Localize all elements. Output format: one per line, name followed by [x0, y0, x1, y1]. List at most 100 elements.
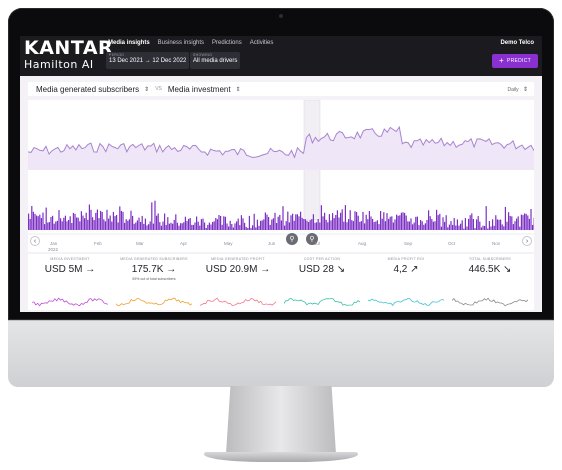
- metric-b-dropdown[interactable]: Media investment ⇕: [168, 85, 241, 94]
- scroll-left-button[interactable]: ‹: [30, 236, 40, 246]
- zoom-out-button[interactable]: ⚲: [286, 233, 298, 245]
- investment-bar: [61, 221, 63, 230]
- predict-button[interactable]: + PREDICT: [492, 54, 538, 68]
- sparkline-path: [200, 297, 276, 307]
- investment-bar: [392, 222, 394, 230]
- investment-bar: [428, 210, 430, 230]
- investment-bar: [300, 211, 302, 230]
- investment-bar: [316, 222, 318, 230]
- investment-bar: [394, 219, 396, 230]
- investment-bar: [253, 213, 255, 230]
- nav-activities[interactable]: Activities: [249, 40, 274, 46]
- investment-bar: [445, 215, 447, 230]
- investment-bar: [439, 213, 441, 230]
- investment-bar: [223, 216, 225, 230]
- investment-bar: [164, 213, 166, 230]
- investment-bar: [311, 219, 313, 230]
- investment-bar: [34, 213, 36, 230]
- investment-bar: [138, 217, 140, 230]
- kpi-media-investment[interactable]: MEDIA INVESTMENT USD 5M →: [28, 254, 112, 310]
- investment-bar: [527, 215, 529, 230]
- investment-bar: [28, 213, 30, 230]
- investment-bar: [325, 219, 327, 230]
- period-selector[interactable]: PERIOD 13 Dec 2021 → 12 Dec 2022: [106, 52, 190, 69]
- investment-bar: [484, 226, 486, 230]
- investment-bar: [272, 218, 274, 230]
- investment-bar: [205, 228, 207, 230]
- investment-bar: [90, 209, 92, 230]
- investment-bar: [224, 216, 226, 230]
- investment-bar: [269, 224, 271, 230]
- showing-selector[interactable]: SHOWING All media drivers: [190, 52, 241, 69]
- month-jul: Jul: [314, 241, 320, 246]
- zoom-in-button[interactable]: ⚲: [306, 233, 318, 245]
- kpi-cost-per-action[interactable]: COST PER ACTION USD 28 ↘: [280, 254, 364, 310]
- granularity-dropdown[interactable]: Daily ⇕: [507, 86, 528, 93]
- kpi-sparkline: [200, 297, 276, 307]
- investment-bar: [514, 221, 516, 230]
- investment-bar: [509, 216, 511, 230]
- investment-bar: [64, 215, 66, 230]
- investment-bar: [80, 211, 82, 230]
- user-name[interactable]: Demo Telco: [500, 40, 534, 46]
- investment-bar: [252, 225, 254, 230]
- kpi-media-generated-profit[interactable]: MEDIA GENERATED PROFIT USD 20.9M →: [196, 254, 280, 310]
- investment-bar: [327, 222, 329, 230]
- investment-bar: [328, 214, 330, 230]
- investment-bar: [290, 215, 292, 230]
- subscribers-line-area: [28, 127, 534, 170]
- nav-business-insights[interactable]: Business insights: [157, 40, 205, 46]
- investment-bar: [264, 212, 266, 230]
- investment-bar: [149, 221, 151, 230]
- chart-canvas: [28, 100, 534, 235]
- investment-bar: [511, 216, 513, 230]
- investment-bar: [301, 217, 303, 230]
- investment-bar: [173, 220, 175, 230]
- scroll-right-button[interactable]: ›: [522, 236, 532, 246]
- investment-bar: [495, 215, 497, 230]
- investment-bar: [362, 211, 364, 230]
- monitor-stand-base: [204, 452, 358, 462]
- investment-bar: [255, 227, 257, 230]
- investment-bar: [452, 224, 454, 230]
- investment-bar: [124, 222, 126, 230]
- investment-bar: [287, 211, 289, 230]
- timeseries-chart[interactable]: ‹ › ⚲ ⚲ Jan 2022 Feb Mar Apr May Jun Jul…: [28, 100, 534, 252]
- investment-bar: [436, 209, 438, 230]
- investment-bar: [351, 220, 353, 230]
- investment-bar: [456, 219, 458, 230]
- investment-bar: [306, 220, 308, 230]
- investment-bar: [520, 214, 522, 230]
- investment-bar: [39, 214, 41, 230]
- investment-bar: [199, 225, 201, 230]
- nav-predictions[interactable]: Predictions: [212, 40, 242, 46]
- investment-bar: [68, 220, 70, 230]
- investment-bar: [343, 221, 345, 230]
- investment-bar: [506, 221, 508, 230]
- investment-bar: [29, 218, 31, 230]
- investment-bar: [528, 218, 530, 230]
- investment-bar: [320, 205, 322, 230]
- investment-bar: [104, 221, 106, 230]
- kpi-media-generated-subscribers[interactable]: MEDIA GENERATED SUBSCRIBERS 175.7K → 59%…: [112, 254, 196, 310]
- investment-bar: [322, 216, 324, 230]
- investment-bar: [295, 214, 297, 230]
- kpi-media-profit-roi[interactable]: MEDIA PROFIT ROI 4,2 ↗: [364, 254, 448, 310]
- investment-bar: [279, 214, 281, 230]
- showing-label: SHOWING: [193, 53, 213, 57]
- kpi-total-subscribers[interactable]: TOTAL SUBSCRIBERS 446.5K ↘: [448, 254, 532, 310]
- investment-bar: [119, 206, 121, 230]
- investment-bar: [479, 221, 481, 230]
- kpi-value: USD 20.9M →: [205, 264, 271, 275]
- period-value: 13 Dec 2021 → 12 Dec 2022: [109, 58, 187, 64]
- investment-bar: [324, 212, 326, 230]
- metric-a-dropdown[interactable]: Media generated subscribers ⇕: [36, 85, 149, 94]
- investment-bar: [421, 221, 423, 230]
- investment-bar: [175, 214, 177, 230]
- investment-bar: [168, 223, 170, 230]
- nav-media-insights[interactable]: Media insights: [108, 40, 150, 46]
- investment-bar: [407, 221, 409, 230]
- investment-bar: [293, 220, 295, 230]
- month-apr: Apr: [180, 241, 188, 246]
- investment-bar: [450, 221, 452, 230]
